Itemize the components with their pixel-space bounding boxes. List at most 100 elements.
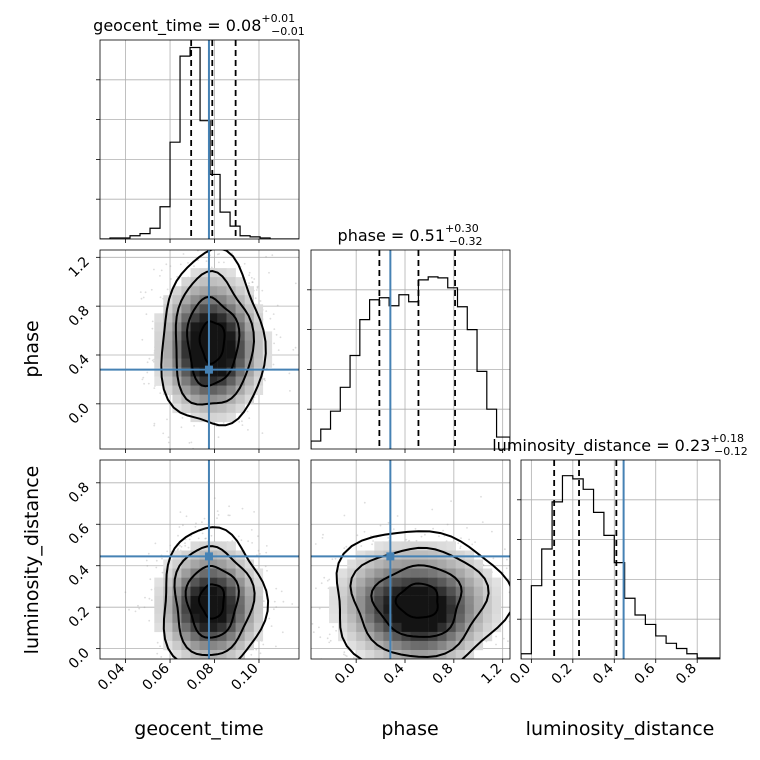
sample-point	[182, 253, 185, 255]
sample-point	[146, 371, 149, 374]
x-tick-label-geocent_time: 0.04	[95, 660, 128, 693]
histogram-panel-geocent_time	[96, 39, 300, 240]
histogram-geocent_time	[100, 46, 299, 239]
density-cell	[208, 313, 218, 323]
density-cell	[383, 559, 393, 569]
sample-point	[265, 255, 267, 258]
density-cell	[410, 640, 420, 651]
sample-point	[294, 346, 297, 349]
density-cell	[338, 586, 348, 596]
contour-line	[394, 582, 439, 619]
density-cell	[365, 586, 375, 596]
density-cell	[437, 568, 447, 578]
density-cell	[235, 358, 245, 368]
sample-point	[505, 567, 508, 570]
truth-marker	[204, 365, 213, 374]
density-cell	[190, 268, 200, 278]
sample-point	[381, 688, 383, 690]
density-cell	[464, 595, 475, 605]
sample-point	[343, 514, 346, 517]
sample-point	[291, 603, 294, 605]
sample-point	[217, 514, 220, 516]
density-cell	[419, 604, 429, 614]
sample-point	[153, 424, 156, 427]
density-cell	[163, 349, 173, 359]
contour-line	[370, 564, 463, 638]
density-cell	[392, 541, 402, 551]
sample-point	[217, 436, 220, 439]
sample-point	[228, 240, 230, 242]
sample-point	[180, 426, 183, 429]
density-cell	[154, 322, 164, 332]
sample-point	[208, 681, 210, 683]
density-cell	[199, 613, 209, 624]
sample-point	[166, 288, 169, 291]
density-cell	[235, 604, 245, 614]
sample-point	[253, 511, 256, 513]
sample-point	[517, 615, 519, 617]
sample-point	[282, 600, 285, 603]
sample-point	[250, 653, 253, 656]
sample-point	[216, 510, 219, 512]
sample-point	[281, 631, 284, 634]
density-cell	[383, 640, 393, 651]
density-cell	[208, 304, 218, 314]
density-cell	[181, 304, 191, 314]
contour-line	[184, 565, 240, 639]
density-cell	[190, 358, 200, 368]
param-title-geocent-time: geocent_time = 0.08+0.01 −0.01	[93, 12, 305, 38]
sample-point	[129, 666, 131, 668]
sample-point	[265, 545, 268, 547]
density-cell	[208, 622, 218, 633]
sample-point	[318, 626, 320, 629]
density-cell	[374, 613, 384, 624]
sample-point	[169, 265, 172, 267]
density-cell	[181, 403, 191, 414]
sample-point	[311, 623, 314, 625]
density-cell	[190, 367, 200, 377]
density-cell	[208, 385, 218, 395]
density-cell	[383, 631, 393, 642]
sample-point	[167, 436, 170, 439]
sample-point	[161, 557, 163, 560]
density-cell	[374, 604, 384, 614]
joint-content	[100, 460, 299, 683]
contour-line	[160, 250, 267, 427]
density-cell	[437, 640, 447, 651]
density-cell	[410, 650, 420, 659]
density-cell	[446, 640, 456, 651]
density-cell	[217, 367, 227, 377]
density-cell	[235, 277, 245, 287]
density-cell	[419, 650, 429, 659]
density-cell	[401, 586, 411, 596]
sample-point	[269, 317, 272, 320]
sample-point	[185, 515, 188, 518]
sample-point	[472, 693, 474, 695]
sample-point	[187, 546, 190, 549]
sample-point	[176, 275, 179, 278]
sample-point	[275, 645, 277, 648]
density-cell	[181, 613, 191, 624]
density-cell	[464, 550, 475, 560]
density-cell	[410, 550, 420, 560]
density-cell	[253, 358, 264, 368]
density-cell	[226, 331, 236, 341]
joint-content	[311, 460, 519, 697]
density-cell	[446, 586, 456, 596]
density-cell	[190, 313, 200, 323]
sample-point	[247, 540, 250, 543]
sample-point	[184, 538, 187, 541]
sample-point	[386, 695, 388, 697]
sample-point	[425, 684, 427, 686]
sample-point	[270, 625, 273, 627]
sample-point	[248, 271, 251, 274]
density-cell	[226, 340, 236, 350]
density-cell	[365, 622, 375, 633]
density-cell	[226, 650, 236, 659]
sample-point	[144, 291, 147, 294]
sample-point	[173, 663, 175, 665]
sample-point	[363, 501, 366, 504]
sample-point	[262, 600, 265, 602]
x-tick-label-luminosity_distance: 0.0	[507, 661, 534, 688]
density-cell	[244, 622, 254, 633]
